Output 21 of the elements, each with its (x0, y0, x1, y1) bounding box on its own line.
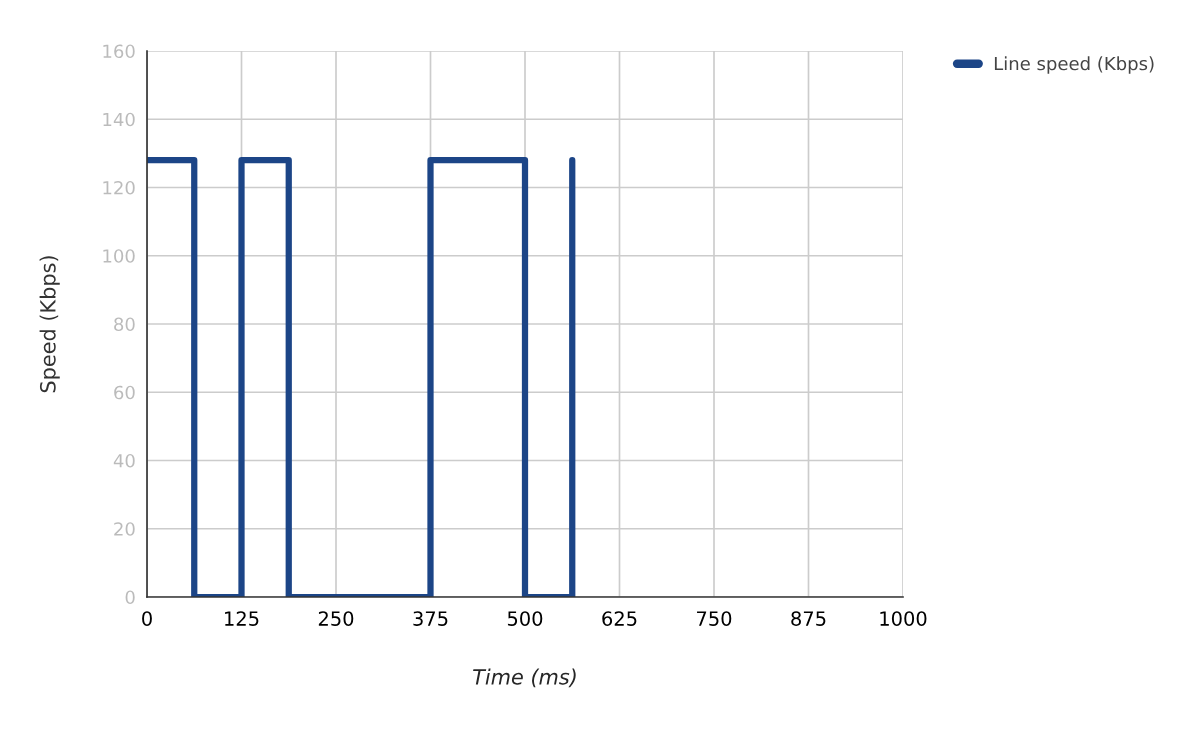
y-tick-label: 80 (114, 317, 135, 332)
x-tick-label: 125 (225, 611, 259, 626)
x-tick-label: 625 (602, 611, 637, 626)
y-tick-label: 140 (103, 112, 135, 127)
y-tick-label: 40 (113, 453, 135, 468)
legend-label: Line speed (Kbps) (994, 56, 1154, 74)
x-tick-label: 1000 (880, 611, 927, 626)
y-tick-label: 20 (114, 522, 135, 536)
x-tick-label: 500 (507, 611, 543, 626)
y-tick-label: 120 (103, 180, 135, 195)
x-tick-label: 250 (318, 611, 354, 626)
y-tick-label: 100 (103, 249, 135, 263)
x-tick-label: 375 (413, 611, 448, 626)
y-tick-label: 60 (114, 385, 135, 400)
x-tick-label: 875 (791, 611, 826, 626)
x-tick-label: 0 (142, 611, 152, 626)
y-axis-title: Speed (Kbps) (39, 256, 60, 393)
x-axis-title: Time (ms) (473, 668, 576, 688)
x-tick-label: 750 (697, 611, 732, 626)
y-tick-label: 0 (125, 590, 135, 605)
y-tick-label: 160 (103, 44, 135, 59)
